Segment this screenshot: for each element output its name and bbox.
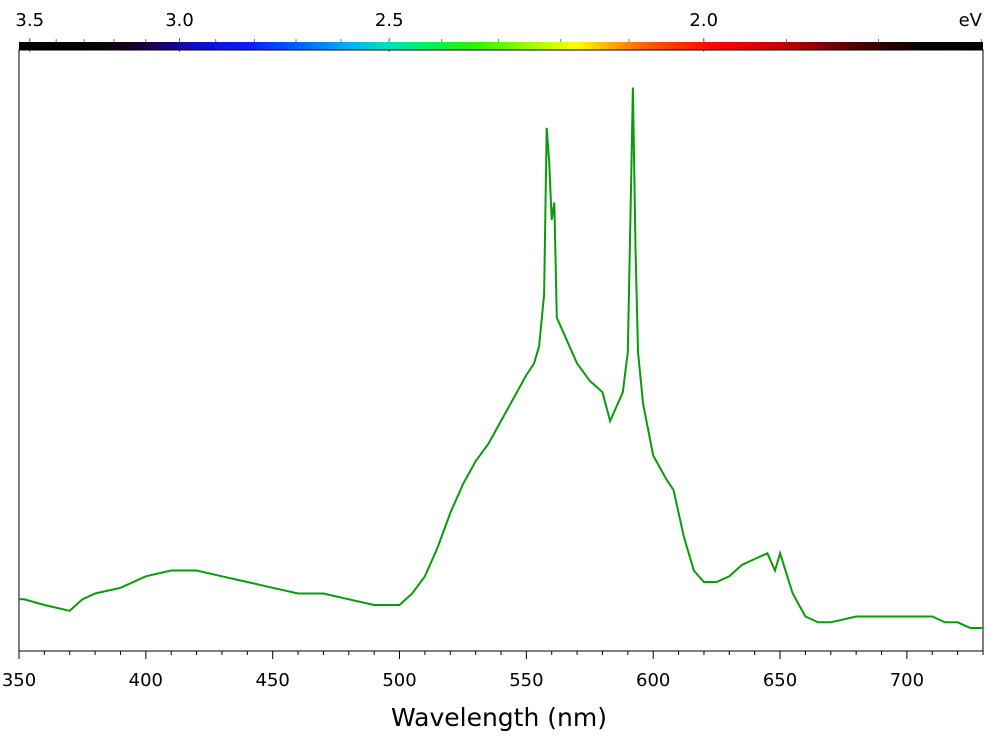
energy-unit-label: eV: [959, 10, 983, 31]
energy-tick-label: 2.0: [689, 10, 718, 31]
x-tick-label: 400: [129, 670, 163, 691]
x-tick-label: 700: [890, 670, 924, 691]
plot-area: [18, 49, 984, 652]
visible-spectrum-colorbar: [19, 42, 983, 50]
energy-tick-label: 2.5: [375, 10, 404, 31]
x-tick-label: 650: [763, 670, 797, 691]
x-tick-label: 350: [2, 670, 36, 691]
emission-spectrum-line: [19, 87, 983, 629]
energy-tick-label: 3.5: [15, 10, 44, 31]
x-tick-label: 450: [256, 670, 290, 691]
x-tick-label: 550: [509, 670, 543, 691]
wavelength-axis: 350 400 450 500 550 600 650 700: [2, 651, 984, 691]
x-tick-label: 600: [636, 670, 670, 691]
x-tick-label: 500: [382, 670, 416, 691]
energy-tick-label: 3.0: [165, 10, 194, 31]
x-axis-title: Wavelength (nm): [391, 703, 607, 732]
